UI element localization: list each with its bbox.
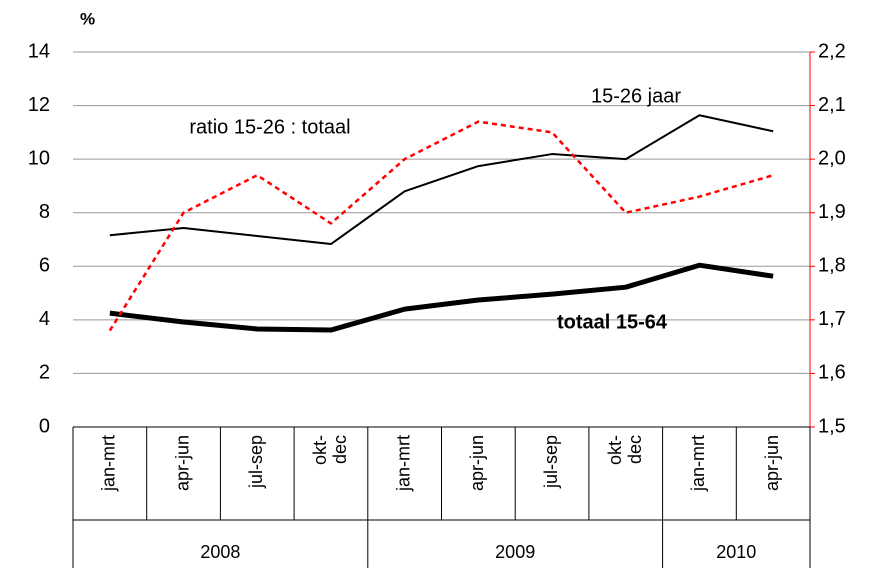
series-label: 15-26 jaar [591, 85, 681, 107]
y2-tick-label: 2,1 [818, 94, 846, 116]
x-tick-label: jan-mrt [393, 435, 413, 492]
group-label: 2009 [495, 542, 535, 562]
x-tick-label-line: dec [625, 435, 645, 464]
x-tick-label-line: okt- [310, 435, 330, 465]
series-line [109, 114, 774, 246]
group-label: 2008 [200, 542, 240, 562]
series-label: totaal 15-64 [557, 311, 668, 333]
y-tick-label: 8 [39, 201, 50, 223]
x-tick-label: apr-jun [172, 435, 192, 491]
group-label: 2010 [716, 542, 756, 562]
series-line [108, 120, 774, 332]
x-tick-label: okt-dec [605, 435, 645, 465]
y2-tick-label: 2,2 [818, 40, 846, 62]
y2-tick-label: 1,8 [818, 255, 846, 277]
y-tick-label: 10 [28, 147, 50, 169]
x-tick-label: jan-mrt [688, 435, 708, 492]
y-tick-label: 0 [39, 415, 50, 437]
y2-tick-label: 1,5 [818, 415, 846, 437]
x-tick-label: apr-jun [762, 435, 782, 491]
y2-tick-label: 1,9 [818, 201, 846, 223]
y-tick-label: 14 [28, 40, 50, 62]
x-tick-label: apr-jun [467, 435, 487, 491]
x-tick-label-line: okt- [605, 435, 625, 465]
x-tick-label: jul-sep [246, 435, 266, 489]
series-label: ratio 15-26 : totaal [189, 116, 350, 138]
y-tick-label: 6 [39, 255, 50, 277]
y-tick-label: 2 [39, 362, 50, 384]
x-tick-label: jul-sep [541, 435, 561, 489]
y2-tick-label: 1,6 [818, 362, 846, 384]
x-tick-label-line: dec [330, 435, 350, 464]
y2-tick-label: 2,0 [818, 147, 846, 169]
y2-tick-label: 1,7 [818, 308, 846, 330]
x-tick-label: okt-dec [310, 435, 350, 465]
y-tick-label: 12 [28, 94, 50, 116]
x-tick-label: jan-mrt [99, 435, 119, 492]
y-tick-label: 4 [39, 308, 50, 330]
y-unit-label: % [80, 9, 95, 28]
series-line [109, 262, 774, 333]
